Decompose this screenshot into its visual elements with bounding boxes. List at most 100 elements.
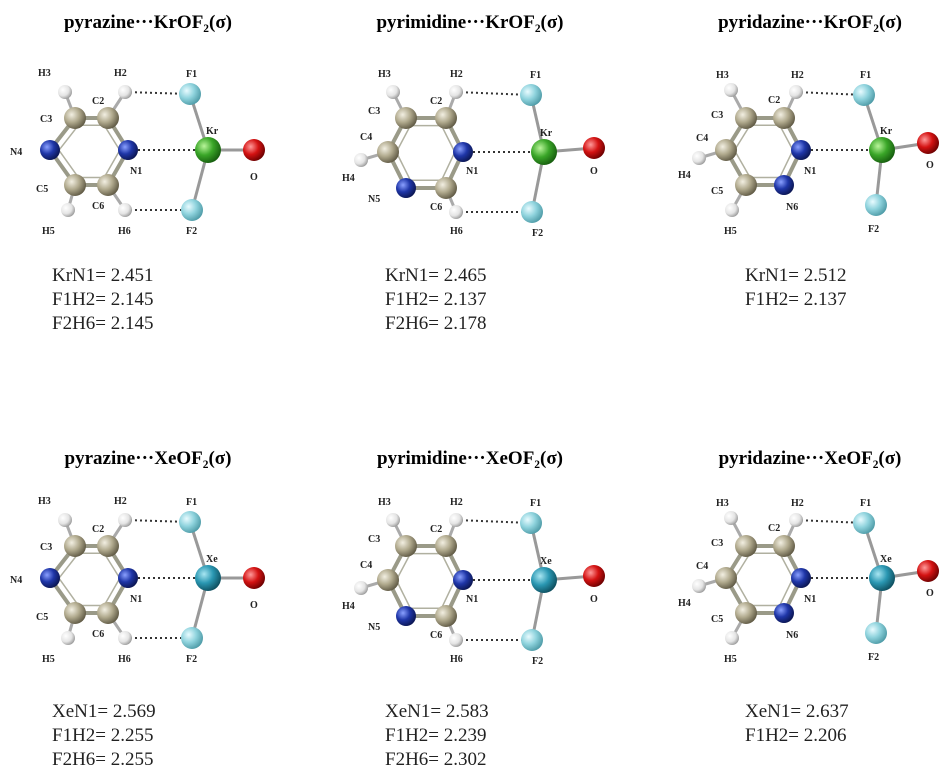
atom-label: F2 (186, 654, 197, 665)
distance: F2H6= 2.178 (385, 313, 487, 334)
panel-title: pyrimidine···XeOF₂(σ) (377, 448, 563, 469)
atom-label: N4 (10, 575, 22, 586)
atom (118, 631, 132, 645)
atom (791, 568, 811, 588)
interaction (456, 92, 531, 95)
atom-label: C3 (711, 538, 723, 549)
atom (118, 568, 138, 588)
atom-label: H5 (724, 226, 737, 237)
atom-label: C3 (368, 106, 380, 117)
atom-label: N1 (466, 594, 478, 605)
distance: F1H2= 2.206 (745, 725, 847, 746)
atom-label: H3 (716, 70, 729, 81)
atom-label: F2 (186, 226, 197, 237)
distance: XeN1= 2.583 (385, 701, 489, 722)
atom (118, 85, 132, 99)
atom (386, 85, 400, 99)
distance: F1H2= 2.145 (52, 289, 154, 310)
atom-label: N1 (130, 166, 142, 177)
atom-label: F2 (868, 652, 879, 663)
atom-label: H6 (118, 654, 131, 665)
atom-label: N4 (10, 147, 22, 158)
distance: F2H6= 2.145 (52, 313, 154, 334)
atom-label: H5 (42, 226, 55, 237)
atom-label: C3 (368, 534, 380, 545)
atom (354, 581, 368, 595)
atom (735, 107, 757, 129)
atom-label: F2 (868, 224, 879, 235)
atom-label: H3 (38, 68, 51, 79)
atom (435, 177, 457, 199)
atom-label: N5 (368, 194, 380, 205)
atom (118, 513, 132, 527)
atom (195, 137, 221, 163)
distance: F1H2= 2.239 (385, 725, 487, 746)
atom-label: C3 (40, 542, 52, 553)
bond-inner (104, 553, 120, 578)
atom-label: O (590, 594, 598, 605)
atom-label: H4 (678, 598, 691, 609)
atom-label: C6 (430, 630, 442, 641)
atom (735, 535, 757, 557)
atom (435, 535, 457, 557)
atom-label: H4 (678, 170, 691, 181)
atom-label: Xe (206, 554, 218, 565)
atom (64, 602, 86, 624)
atom (917, 132, 939, 154)
atom-label: F1 (530, 498, 541, 509)
atom-label: C5 (711, 186, 723, 197)
atom-label: C5 (36, 184, 48, 195)
atom (58, 513, 72, 527)
atom (449, 513, 463, 527)
atom-label: C6 (430, 202, 442, 213)
atom-label: C6 (92, 201, 104, 212)
panel-title: pyridazine···XeOF₂(σ) (719, 448, 902, 469)
atom-label: C4 (696, 561, 708, 572)
bond-inner (104, 150, 120, 177)
atom (531, 139, 557, 165)
atom (97, 107, 119, 129)
atom (395, 535, 417, 557)
atom-label: H6 (118, 226, 131, 237)
figure: C2C3N4C5C6N1H2H3H5H6KrF1F2Opyrazine···Kr… (0, 0, 946, 771)
atom (118, 203, 132, 217)
atom (725, 203, 739, 217)
atom-label: C5 (711, 614, 723, 625)
atom (773, 107, 795, 129)
atom-label: H5 (724, 654, 737, 665)
atom-label: H2 (450, 69, 463, 80)
atom (791, 140, 811, 160)
atom-label: F1 (186, 69, 197, 80)
atom-label: Kr (206, 126, 219, 137)
atom-label: F1 (530, 70, 541, 81)
atom (395, 107, 417, 129)
bond-inner (734, 150, 750, 177)
atom (869, 565, 895, 591)
atom (774, 603, 794, 623)
atom (40, 568, 60, 588)
atom-label: H3 (378, 497, 391, 508)
atom-label: O (926, 160, 934, 171)
atom (853, 84, 875, 106)
atom (724, 511, 738, 525)
distance: F2H6= 2.302 (385, 749, 487, 770)
atom-label: H6 (450, 226, 463, 237)
atom (396, 606, 416, 626)
atom-label: H5 (42, 654, 55, 665)
atom-label: N1 (804, 166, 816, 177)
distance: XeN1= 2.637 (745, 701, 849, 722)
atom (773, 535, 795, 557)
atom (715, 139, 737, 161)
atom-label: F2 (532, 656, 543, 667)
atom-label: C2 (430, 96, 442, 107)
atom (64, 107, 86, 129)
atom-label: C2 (768, 523, 780, 534)
distance: F2H6= 2.255 (52, 749, 154, 770)
atom (453, 570, 473, 590)
atom (725, 631, 739, 645)
atom-label: C6 (92, 629, 104, 640)
atom-label: H2 (114, 496, 127, 507)
atom (181, 199, 203, 221)
